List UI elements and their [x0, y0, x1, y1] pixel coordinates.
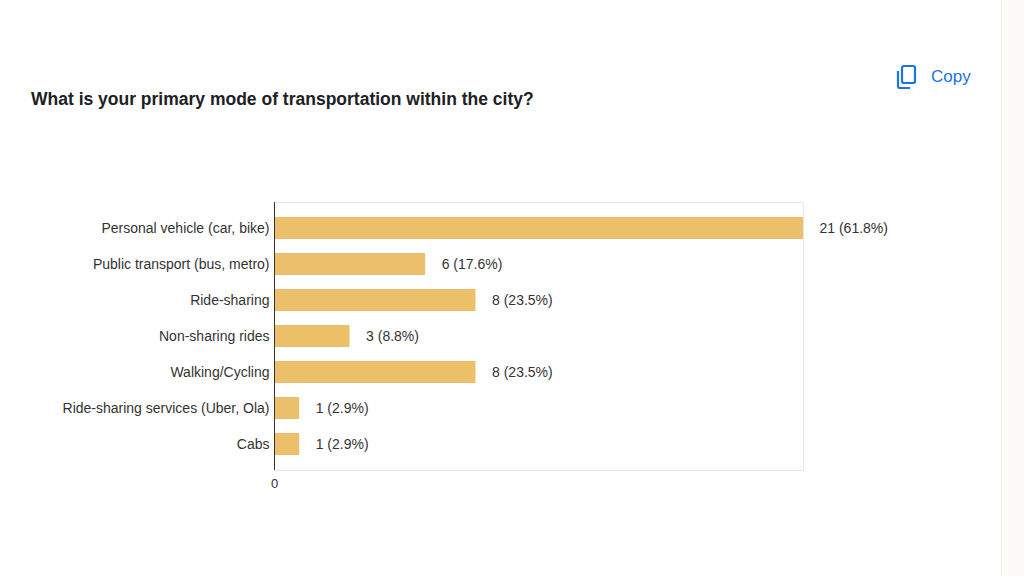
svg-text:8 (23.5%): 8 (23.5%)	[492, 292, 553, 308]
svg-text:Public transport (bus, metro): Public transport (bus, metro)	[93, 256, 270, 272]
svg-text:Ride-sharing services (Uber, O: Ride-sharing services (Uber, Ola)	[63, 400, 270, 416]
html-text:Copy: Copy	[931, 67, 971, 86]
svg-text:0: 0	[271, 476, 278, 491]
svg-text:8 (23.5%): 8 (23.5%)	[492, 364, 553, 380]
svg-text:3 (8.8%): 3 (8.8%)	[366, 328, 419, 344]
svg-text:Walking/Cycling: Walking/Cycling	[170, 364, 269, 380]
svg-text:Ride-sharing: Ride-sharing	[190, 292, 269, 308]
svg-text:Non-sharing rides: Non-sharing rides	[159, 328, 270, 344]
svg-text:1 (2.9%): 1 (2.9%)	[316, 400, 369, 416]
svg-text:6 (17.6%): 6 (17.6%)	[442, 256, 503, 272]
svg-text:Personal vehicle (car, bike): Personal vehicle (car, bike)	[101, 220, 269, 236]
svg-text:Cabs: Cabs	[237, 436, 270, 452]
html-text:What is your primary mode of t: What is your primary mode of transportat…	[31, 89, 534, 109]
svg-text:21 (61.8%): 21 (61.8%)	[820, 220, 888, 236]
svg-text:1 (2.9%): 1 (2.9%)	[316, 436, 369, 452]
